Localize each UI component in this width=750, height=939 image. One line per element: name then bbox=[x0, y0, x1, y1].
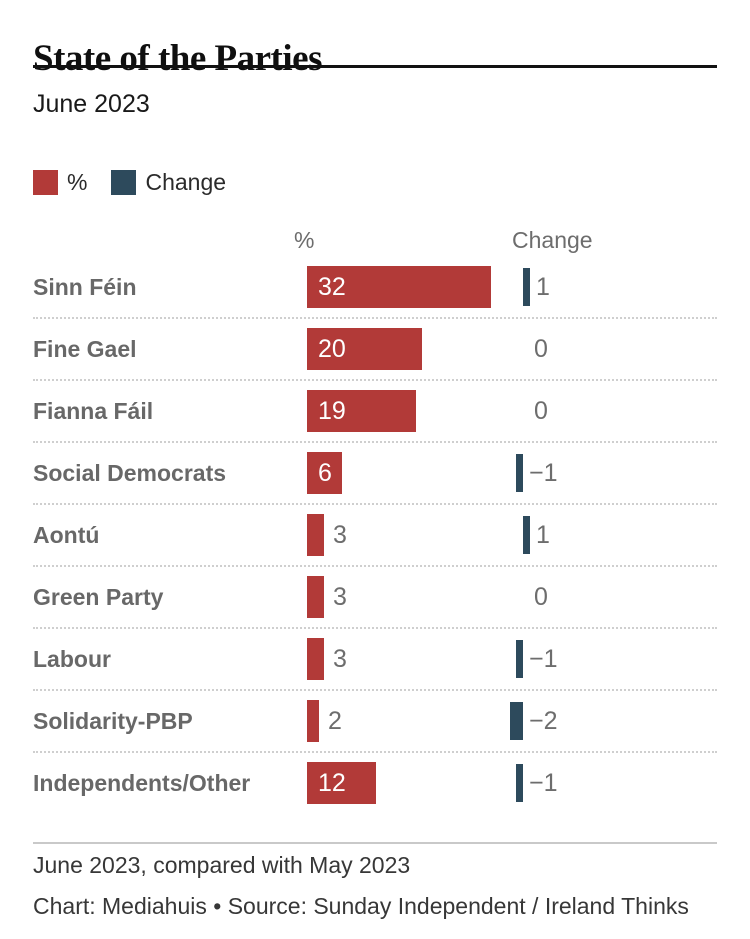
change-value-label: 1 bbox=[536, 521, 550, 549]
party-label: Fine Gael bbox=[33, 336, 137, 362]
change-value-label: 0 bbox=[534, 583, 548, 611]
party-label: Labour bbox=[33, 646, 111, 672]
table-row: Social Democrats 6 −1 bbox=[0, 442, 750, 505]
party-label: Independents/Other bbox=[33, 770, 251, 796]
chart-rows: Sinn Féin 32 1 Fine Gael 20 0 Fianna Fái… bbox=[0, 256, 750, 814]
pct-bar bbox=[307, 266, 491, 308]
pct-bar bbox=[307, 576, 324, 618]
table-row: Sinn Féin 32 1 bbox=[0, 256, 750, 319]
title-divider bbox=[33, 65, 717, 68]
change-value-label: −1 bbox=[529, 459, 558, 487]
legend-swatch-change bbox=[111, 170, 137, 195]
pct-bar bbox=[307, 390, 416, 432]
table-row: Independents/Other 12 −1 bbox=[0, 752, 750, 814]
footer-byline: Chart: Mediahuis • Source: Sunday Indepe… bbox=[33, 893, 689, 919]
pct-value-label: 20 bbox=[318, 335, 346, 363]
footer-divider bbox=[33, 842, 717, 844]
legend: % Change bbox=[33, 169, 226, 196]
table-row: Solidarity-PBP 2 −2 bbox=[0, 690, 750, 753]
party-label: Solidarity-PBP bbox=[33, 708, 193, 734]
legend-label-pct: % bbox=[67, 169, 88, 195]
pct-value-label: 19 bbox=[318, 397, 346, 425]
change-bar bbox=[523, 268, 530, 306]
change-bar bbox=[516, 454, 523, 492]
change-bar bbox=[510, 702, 523, 740]
pct-value-label: 6 bbox=[318, 459, 332, 487]
pct-bar bbox=[307, 700, 319, 742]
table-row: Fine Gael 20 0 bbox=[0, 318, 750, 381]
pct-value-label: 3 bbox=[333, 645, 347, 673]
table-row: Labour 3 −1 bbox=[0, 628, 750, 691]
party-label: Aontú bbox=[33, 522, 100, 548]
party-label: Fianna Fáil bbox=[33, 398, 154, 424]
legend-label-change: Change bbox=[145, 169, 227, 195]
change-value-label: 1 bbox=[536, 273, 550, 301]
change-value-label: 0 bbox=[534, 335, 548, 363]
change-value-label: −1 bbox=[529, 769, 558, 797]
chart-title: State of the Parties bbox=[33, 37, 322, 79]
table-row: Green Party 3 0 bbox=[0, 566, 750, 629]
pct-bar bbox=[307, 452, 342, 494]
change-bar bbox=[523, 516, 530, 554]
pct-value-label: 12 bbox=[318, 769, 346, 797]
chart-subtitle: June 2023 bbox=[33, 90, 150, 118]
pct-bar bbox=[307, 762, 376, 804]
pct-value-label: 3 bbox=[333, 583, 347, 611]
change-value-label: −1 bbox=[529, 645, 558, 673]
column-header-pct: % bbox=[294, 227, 315, 253]
pct-bar bbox=[307, 638, 324, 680]
table-row: Fianna Fáil 19 0 bbox=[0, 380, 750, 443]
footer-note: June 2023, compared with May 2023 bbox=[33, 852, 411, 878]
pct-value-label: 3 bbox=[333, 521, 347, 549]
pct-bar bbox=[307, 328, 422, 370]
change-bar bbox=[516, 640, 523, 678]
column-header-change: Change bbox=[512, 227, 593, 253]
change-bar bbox=[516, 764, 523, 802]
change-value-label: −2 bbox=[529, 707, 558, 735]
change-value-label: 0 bbox=[534, 397, 548, 425]
party-label: Social Democrats bbox=[33, 460, 227, 486]
party-label: Green Party bbox=[33, 584, 164, 610]
table-row: Aontú 3 1 bbox=[0, 504, 750, 567]
pct-bar bbox=[307, 514, 324, 556]
pct-value-label: 2 bbox=[328, 707, 342, 735]
pct-value-label: 32 bbox=[318, 273, 346, 301]
party-label: Sinn Féin bbox=[33, 274, 137, 300]
legend-swatch-pct bbox=[33, 170, 58, 195]
